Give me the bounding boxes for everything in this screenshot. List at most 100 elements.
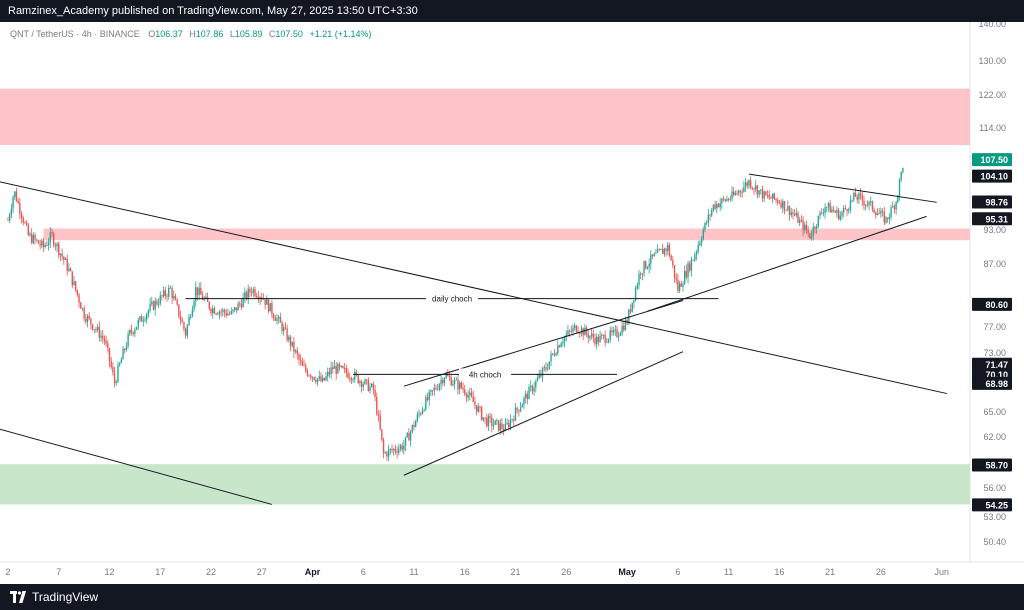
- candle-body: [250, 292, 253, 294]
- candle-body: [36, 239, 38, 241]
- candle-body: [254, 289, 256, 296]
- candle-body: [360, 381, 363, 387]
- candle-body: [484, 417, 486, 419]
- candle-body: [367, 379, 370, 391]
- candle-body: [814, 226, 816, 229]
- candle-body: [546, 368, 549, 370]
- candle-body: [842, 208, 845, 213]
- candle-body: [169, 287, 172, 289]
- candle-body: [731, 191, 733, 199]
- candle-body: [445, 374, 447, 378]
- candle-body: [196, 287, 199, 296]
- candle-body: [374, 389, 376, 397]
- level-badge-label: 54.25: [985, 500, 1008, 510]
- candle-body: [705, 222, 708, 224]
- level-badge-label: 71.47: [985, 360, 1008, 370]
- footer-brand[interactable]: TradingView: [10, 590, 98, 604]
- candle-body: [596, 336, 598, 345]
- candle-body: [898, 179, 901, 196]
- candle-body: [523, 397, 525, 405]
- candle-body: [641, 273, 644, 275]
- candle-body: [233, 307, 236, 310]
- candle-body: [7, 220, 9, 222]
- candle-body: [168, 287, 170, 297]
- candle-body: [371, 383, 373, 387]
- candle-body: [279, 316, 282, 323]
- candle-body: [120, 359, 123, 364]
- candle-body: [516, 407, 518, 410]
- legend-open-label: O: [148, 29, 155, 39]
- candle-body: [472, 396, 474, 403]
- candle-body: [617, 335, 620, 337]
- channel-lower-line: [403, 351, 684, 476]
- candle-body: [672, 260, 674, 266]
- candle-body: [692, 259, 694, 261]
- candle-body: [41, 240, 43, 246]
- candle-body: [267, 299, 270, 312]
- candle-body: [74, 281, 77, 290]
- candle-body: [81, 308, 84, 309]
- candle-body: [364, 379, 366, 385]
- candle-body: [636, 284, 638, 289]
- candle-body: [249, 288, 251, 293]
- candle-body: [205, 296, 207, 299]
- candle-body: [257, 297, 260, 300]
- candle-body: [665, 248, 667, 251]
- candle-body: [452, 383, 454, 386]
- candle-body: [497, 420, 500, 431]
- candle-body: [381, 429, 383, 440]
- candle-body: [499, 423, 501, 431]
- candle-body: [648, 263, 650, 268]
- candle-body: [831, 209, 833, 213]
- candle-body: [232, 309, 234, 312]
- candle-body: [545, 367, 547, 370]
- chart-frame: daily choch 4h choch 140.00 130.00 122.00 11…: [0, 19, 1024, 584]
- price-tick-label: 130.00: [978, 56, 1006, 66]
- candle-body: [228, 313, 231, 315]
- candle-body: [820, 212, 823, 214]
- candle-body: [876, 213, 879, 216]
- candle-body: [264, 299, 266, 305]
- legend-close-label: C: [269, 29, 276, 39]
- candle-body: [149, 303, 151, 311]
- candle-body: [793, 213, 796, 216]
- candle-body: [502, 429, 505, 431]
- level-badge-label: 98.76: [985, 198, 1008, 208]
- middle-supply-zone: [43, 228, 970, 241]
- candle-body: [729, 198, 732, 200]
- candle-body: [442, 379, 444, 384]
- candle-body: [797, 213, 799, 223]
- candle-body: [184, 328, 187, 336]
- candle-body: [795, 213, 798, 216]
- candle-body: [64, 258, 67, 261]
- candle-body: [590, 333, 593, 336]
- candle-body: [661, 248, 664, 254]
- candle-body: [73, 281, 75, 285]
- candle-body: [247, 288, 249, 299]
- trendlines: [0, 173, 947, 505]
- candle-body: [558, 345, 561, 348]
- candle-body: [756, 185, 759, 195]
- upper-supply-zone: [0, 88, 970, 145]
- tradingview-logo-icon: [10, 591, 26, 603]
- candle-body: [893, 206, 896, 210]
- price-axis: 140.00 130.00 122.00 114.00 93.00 87.00 77.00 7…: [978, 19, 1006, 547]
- candle-body: [296, 350, 298, 355]
- candle-body: [161, 295, 163, 297]
- price-chart[interactable]: daily choch 4h choch 140.00 130.00 122.00 11…: [0, 19, 1024, 584]
- level-badge-label: 80.60: [985, 300, 1008, 310]
- candle-body: [409, 431, 412, 441]
- candle-body: [261, 297, 263, 299]
- level-badge-label: 70.10: [985, 370, 1008, 380]
- candle-body: [144, 319, 146, 321]
- candle-body: [557, 345, 559, 354]
- level-badge: [972, 357, 1012, 371]
- candle-body: [859, 193, 862, 196]
- candle-body: [108, 347, 111, 362]
- candle-body: [386, 452, 388, 457]
- candle-body: [482, 417, 485, 420]
- candle-body: [401, 445, 403, 450]
- candle-body: [753, 188, 755, 190]
- candle-body: [68, 268, 70, 271]
- candle-body: [475, 405, 478, 412]
